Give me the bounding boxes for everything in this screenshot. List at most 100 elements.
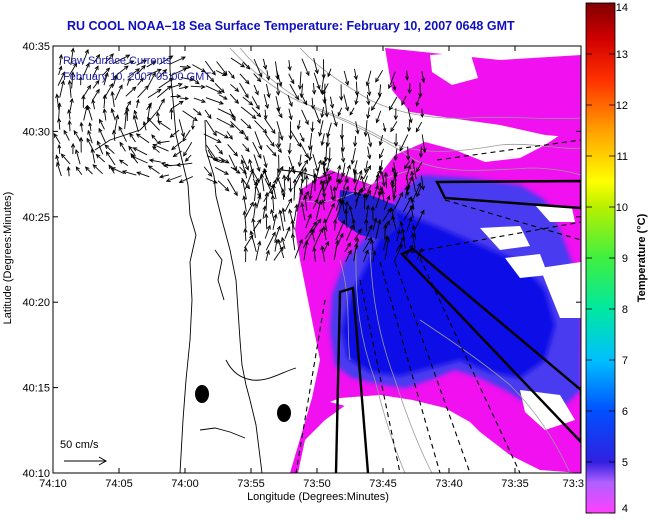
current-vector [56,94,60,110]
current-vector-head [363,132,369,137]
current-vector [122,170,137,176]
current-vector [412,159,417,180]
current-vector [335,200,344,220]
current-vector [243,211,247,229]
current-vector-head [169,77,174,82]
current-vector-head [156,68,162,73]
current-vector [179,97,189,100]
current-vector-head [255,105,260,110]
current-vector [170,67,187,77]
current-vector-head [278,113,283,119]
current-vector-head [329,103,335,109]
current-vector [83,105,88,121]
current-vector-head [364,218,369,224]
current-vector-head [262,65,268,71]
current-vector-head [377,92,382,98]
current-vector [354,170,362,191]
current-vector [300,180,303,192]
current-vector [166,175,182,182]
colorbar-ticks: 4 5 6 7 8 9 10 11 12 13 14 [586,2,628,515]
current-vector-head [405,191,410,196]
current-vector-head [248,158,253,164]
current-vector [87,130,93,144]
current-vector [252,141,262,159]
current-vector [217,180,229,192]
current-vector-head [108,164,113,170]
current-vector-head [99,118,103,124]
current-vector-head [266,224,271,230]
current-vector [336,165,341,182]
current-vector-head [178,100,184,105]
colorbar-tick-label: 6 [622,406,628,418]
current-vector-head [300,202,305,208]
current-vector [214,83,225,93]
current-vector-head [130,155,136,160]
current-vector [69,98,73,111]
current-vector [290,129,301,147]
current-vector [421,71,425,83]
current-vector [214,166,229,175]
current-vector [153,144,169,152]
current-vector-head [88,121,92,127]
current-vector-head [358,169,363,175]
current-vector-head [183,151,188,157]
current-vector-head [278,209,283,215]
current-vector [388,96,398,111]
current-vector [379,134,384,146]
surface-current-vectors [53,47,427,263]
current-vector [183,141,193,157]
current-vector [276,166,284,181]
current-vector [69,120,71,132]
current-vector [103,94,106,109]
current-vector-head [142,120,147,126]
x-tick-label: 74:10 [39,478,67,490]
current-vector [313,72,320,90]
current-vector [353,228,362,241]
current-vector [99,119,105,130]
current-vector [241,160,248,179]
current-vector-head [242,169,247,175]
current-vector [266,144,277,157]
current-vector-head [282,174,287,180]
current-vector-head [105,151,111,156]
current-vector [282,188,285,200]
current-vector-head [212,131,217,137]
x-axis-label: Longitude (Degrees:Minutes) [247,491,389,503]
current-vector [206,155,225,163]
current-vector-head [337,197,342,203]
current-vector [265,192,268,211]
current-vector [131,155,148,164]
current-vector [273,246,284,261]
current-vector [133,147,148,156]
current-vector [335,220,345,241]
current-vector [364,184,372,198]
current-vector-head [217,89,223,94]
current-vector-head [406,127,412,133]
current-vector-head [327,175,332,181]
current-vector-head [379,153,383,159]
current-vector-head [142,59,148,64]
current-vector-head [351,218,356,224]
current-vector-head [276,225,281,231]
current-vector-head [125,106,130,112]
current-vector-head [383,171,389,177]
current-vector-head [98,127,103,133]
current-vector [392,81,396,90]
current-vector-head [253,201,258,207]
current-vector-head [184,96,190,101]
current-vector-head [371,106,376,111]
current-vector [282,208,286,222]
current-vector [203,133,221,143]
x-tick-label: 73:40 [435,478,463,490]
current-vector-head [248,101,254,106]
current-vector [179,66,191,68]
current-vector-head [330,196,335,202]
current-vector-head [259,173,264,179]
current-vector [264,109,267,119]
current-vector-head [86,104,91,110]
current-vector [228,154,237,171]
current-vector [301,109,309,125]
current-vector-head [360,175,365,181]
current-vector [379,148,385,159]
current-vector-head [325,240,330,246]
